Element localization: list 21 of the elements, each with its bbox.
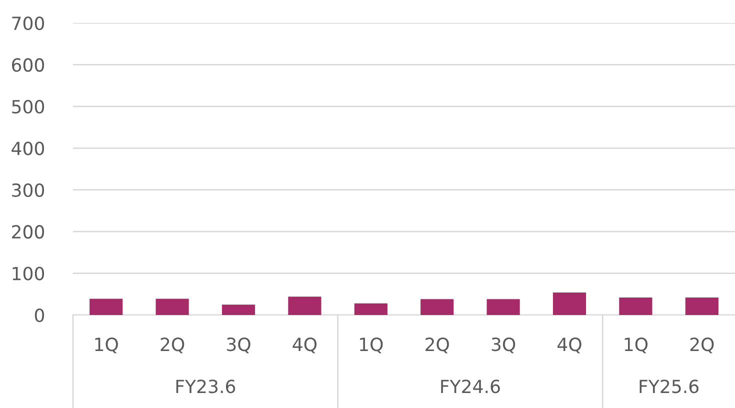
text: FY23.6 (176, 380, 236, 394)
x-tick-label: 2Q (690, 338, 714, 354)
x-tick-label: 1Q (360, 338, 383, 354)
y-tick-label: 200 (12, 225, 44, 239)
y-tick-label: 100 (12, 266, 44, 280)
y-tick-label: 0 (34, 308, 44, 322)
x-tick-label: 1Q (95, 338, 118, 354)
x-tick-label: 3Q (492, 338, 516, 354)
y-tick-label: 600 (12, 58, 44, 72)
x-tick-label: 2Q (160, 338, 184, 354)
y-tick-label: 700 (12, 16, 44, 30)
x-tick-label: 1Q (624, 338, 648, 354)
x-tick-label: 4Q (558, 338, 582, 354)
text: FY25.6 (640, 380, 698, 394)
text: FY24.6 (441, 380, 500, 394)
y-tick-label: 300 (12, 183, 44, 197)
x-tick-label: 2Q (426, 338, 449, 354)
x-tick-label: 4Q (292, 338, 317, 354)
y-tick-label: 500 (12, 100, 44, 114)
x-tick-label: 3Q (227, 338, 250, 354)
y-tick-label: 400 (12, 142, 44, 156)
